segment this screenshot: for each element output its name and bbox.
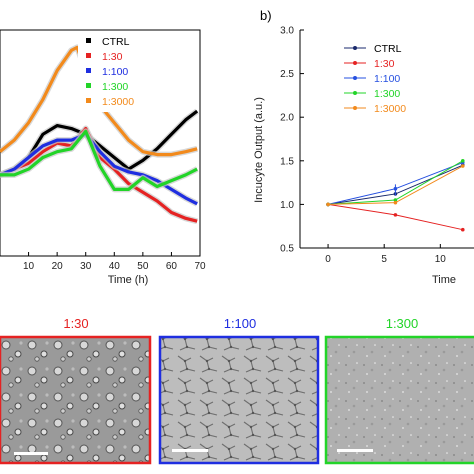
micrograph-row: 1:30 1:100 1:300	[0, 316, 474, 465]
y-tick-label-b: 0.5	[280, 244, 294, 255]
y-ticks-b: 0.5 1.0 1.5 2.0 2.5 3.0	[280, 26, 304, 255]
micrograph-label-1-300: 1:300	[386, 316, 419, 331]
y-tick-label-b: 3.0	[280, 26, 294, 37]
y-tick-label-b: 1.5	[280, 156, 294, 167]
scale-bar-1-30	[14, 452, 48, 455]
legend-marker-b	[353, 106, 357, 110]
legend-entry-a: CTRL	[102, 36, 130, 48]
legend-entry-b: 1:3000	[374, 103, 406, 115]
series-line-a	[0, 129, 198, 191]
x-tick-label-b: 0	[325, 254, 331, 265]
x-tick-label-a: 40	[109, 261, 121, 272]
series-line-b	[327, 203, 463, 231]
legend-a: CTRL 1:30 1:100 1:300 1:3000	[78, 32, 162, 112]
legend-entry-b: 1:300	[374, 88, 400, 100]
x-tick-label-a: 60	[166, 261, 178, 272]
legend-marker-b	[353, 46, 357, 50]
legend-marker-a	[86, 53, 91, 58]
legend-entry-a: 1:300	[102, 81, 128, 93]
legend-entry-b: 1:30	[374, 58, 395, 70]
legend-entry-a: 1:100	[102, 66, 128, 78]
data-point-b	[393, 198, 398, 202]
x-axis-label-b: Time	[432, 274, 456, 286]
data-point-b	[460, 227, 465, 232]
legend-marker-a	[86, 68, 91, 73]
panel-label-b: b)	[260, 8, 272, 23]
scale-bar-1-100	[172, 449, 208, 452]
data-point-b	[326, 202, 330, 207]
micrograph-label-1-30: 1:30	[63, 316, 88, 331]
x-axis-label-a: Time (h)	[108, 274, 149, 286]
micrograph-1-100	[158, 335, 320, 465]
chart-panel-b: b) 0.5 1.0 1.5 2.0 2.5 3.0 0 5 10 Incucyte Outp…	[253, 8, 474, 286]
plot-frame-a	[0, 29, 201, 257]
series-group-b	[326, 159, 465, 232]
x-tick-label-a: 70	[194, 261, 206, 272]
y-tick-label-b: 1.0	[280, 200, 294, 211]
legend-marker-a	[86, 98, 91, 103]
x-tick-label-a: 30	[80, 261, 92, 272]
legend-marker-b	[353, 76, 357, 80]
legend-b: CTRL 1:30 1:100 1:300 1:3000	[344, 43, 406, 115]
scale-bar-1-300	[337, 449, 373, 452]
data-point-b	[460, 164, 465, 168]
y-axis-label-b: Incucyte Output (a.u.)	[253, 97, 265, 203]
legend-entry-b: 1:100	[374, 73, 400, 85]
legend-entry-a: 1:30	[102, 51, 123, 63]
legend-entry-a: 1:3000	[102, 96, 134, 108]
legend-marker-b	[353, 61, 357, 65]
chart-panel-a: 10 20 30 40 50 60 70 Time (h) CTRL 1:30 1:100 1:3…	[0, 29, 206, 286]
series-line-a	[0, 126, 198, 223]
x-tick-label-b: 10	[435, 254, 447, 265]
x-tick-label-b: 5	[381, 254, 387, 265]
legend-entry-b: CTRL	[374, 43, 402, 55]
x-tick-label-a: 20	[52, 261, 64, 272]
data-point-b	[393, 200, 398, 205]
series-line-a	[0, 132, 198, 206]
x-ticks-a: 10 20 30 40 50 60 70	[23, 252, 206, 272]
legend-box-a	[78, 32, 162, 112]
x-tick-label-a: 50	[137, 261, 149, 272]
series-line-b	[328, 160, 464, 205]
micrograph-1-300	[324, 335, 474, 465]
y-tick-label-b: 2.5	[280, 69, 294, 80]
legend-marker-a	[86, 83, 91, 88]
data-point-b	[393, 213, 398, 217]
micrograph-1-30	[0, 335, 152, 465]
x-tick-label-a: 10	[23, 261, 35, 272]
series-line-a	[0, 109, 199, 177]
x-ticks-b: 0 5 10	[325, 244, 446, 265]
series-group-a	[0, 44, 199, 225]
micrograph-label-1-100: 1:100	[224, 316, 257, 331]
data-point-b	[460, 159, 465, 163]
legend-marker-b	[353, 91, 357, 95]
y-tick-label-b: 2.0	[280, 113, 294, 124]
legend-marker-a	[86, 38, 91, 43]
series-line-b	[327, 162, 463, 205]
